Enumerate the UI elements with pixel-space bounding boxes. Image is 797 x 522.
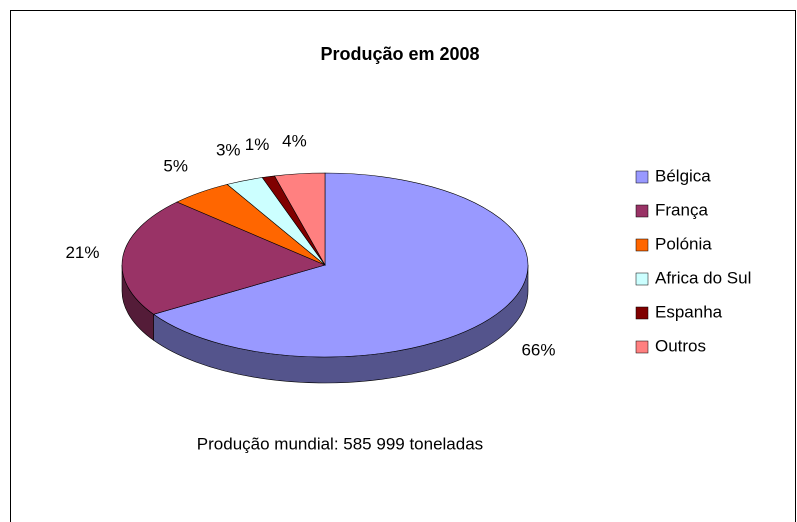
legend-swatch <box>635 204 649 218</box>
data-label: 3% <box>216 140 241 159</box>
legend-label: França <box>655 200 708 219</box>
legend-swatch <box>635 238 649 252</box>
legend-swatch <box>635 272 649 286</box>
data-label: 4% <box>282 131 307 150</box>
slice <box>121 201 326 315</box>
chart-title: Produção em 2008 <box>320 44 479 64</box>
legend-swatch <box>635 170 649 184</box>
data-label: 1% <box>245 135 270 154</box>
slice <box>152 172 529 358</box>
legend-label: Outros <box>655 336 706 355</box>
annotation: Produção mundial: 585 999 toneladas <box>197 434 483 453</box>
legend-label: Espanha <box>655 302 723 321</box>
legend-swatch <box>635 340 649 354</box>
data-label: 5% <box>163 156 188 175</box>
data-label: 21% <box>65 243 99 262</box>
data-label: 66% <box>521 340 555 359</box>
legend-label: Polónia <box>655 234 712 253</box>
legend-swatch <box>635 306 649 320</box>
slice <box>274 172 326 267</box>
legend-label: Africa do Sul <box>655 268 751 287</box>
legend-label: Bélgica <box>655 166 711 185</box>
